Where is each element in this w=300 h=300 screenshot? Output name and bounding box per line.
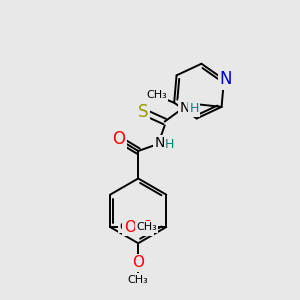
Text: O: O — [132, 255, 144, 270]
Text: N: N — [179, 101, 190, 115]
Text: CH₃: CH₃ — [136, 222, 157, 232]
Text: O: O — [124, 220, 136, 235]
Text: O: O — [112, 130, 125, 148]
Text: H: H — [190, 102, 199, 115]
Text: CH₃: CH₃ — [120, 222, 140, 232]
Text: H: H — [165, 138, 174, 151]
Text: N: N — [154, 136, 165, 150]
Text: N: N — [220, 70, 232, 88]
Text: S: S — [138, 103, 148, 121]
Text: CH₃: CH₃ — [146, 90, 167, 100]
Text: CH₃: CH₃ — [128, 274, 148, 285]
Text: O: O — [141, 220, 153, 235]
